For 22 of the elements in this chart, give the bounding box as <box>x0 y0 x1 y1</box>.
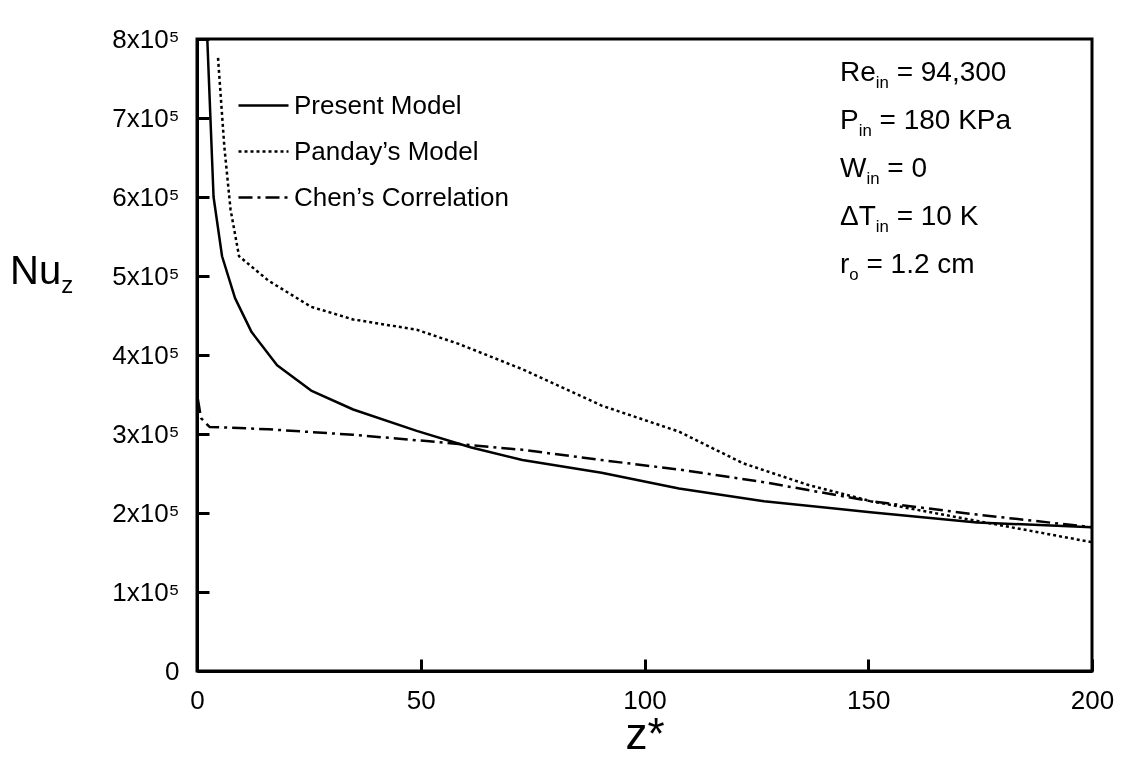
annotation: P$_{in}$ = 180 KPa <box>840 104 1012 140</box>
x-tick-label: 0 <box>190 684 205 715</box>
y-tick-label: 0 <box>165 655 180 686</box>
y-tick-label: 6x10⁵ <box>112 181 180 212</box>
x-tick-label: 200 <box>1070 684 1115 715</box>
y-tick-label: 8x10⁵ <box>112 23 180 54</box>
legend-label: Chen’s Correlation <box>294 181 509 212</box>
annotation: r$_{o}$ = 1.2 cm <box>840 248 976 286</box>
y-tick-label: 2x10⁵ <box>112 497 180 528</box>
y-tick-label: 7x10⁵ <box>112 102 180 133</box>
y-axis-title: Nu$_{z}$ <box>10 248 74 298</box>
annotation: ΔT$_{in}$ = 10 K <box>840 200 979 236</box>
legend-label: Present Model <box>294 89 462 120</box>
y-tick-label: 4x10⁵ <box>112 339 180 370</box>
x-tick-label: 150 <box>847 684 891 715</box>
annotation: W$_{in}$ = 0 <box>840 152 927 188</box>
x-tick-label: 50 <box>406 684 436 715</box>
y-tick-label: 3x10⁵ <box>112 418 180 449</box>
y-tick-label: 1x10⁵ <box>112 576 180 607</box>
y-tick-label: 5x10⁵ <box>112 260 180 291</box>
legend-label: Panday’s Model <box>294 135 479 166</box>
annotation: Re$_{in}$ = 94,300 <box>840 56 1007 92</box>
